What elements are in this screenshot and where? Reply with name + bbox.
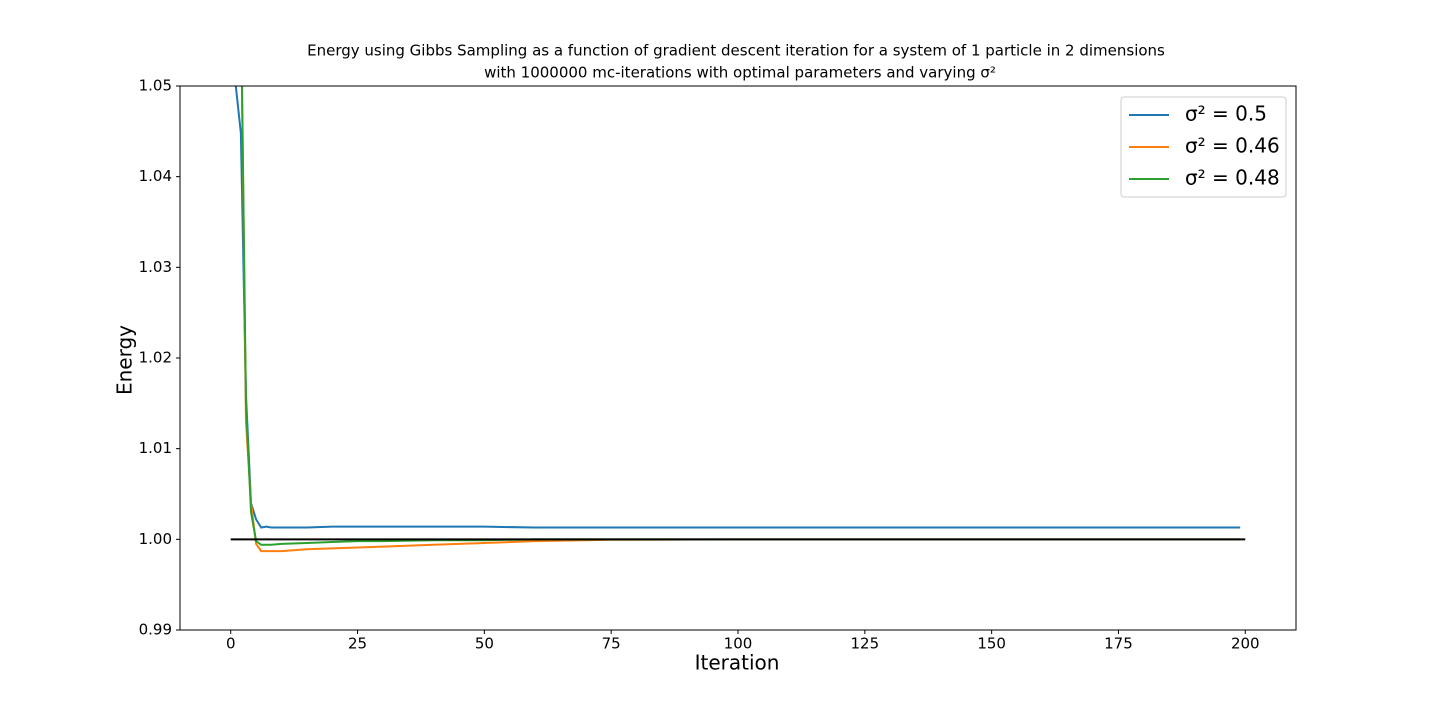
x-tick-label: 50 — [475, 635, 494, 653]
y-axis-label: Energy — [113, 325, 137, 395]
y-tick-label: 1.03 — [139, 258, 172, 276]
legend-label: σ² = 0.48 — [1185, 166, 1280, 190]
legend-label: σ² = 0.46 — [1185, 134, 1280, 158]
x-axis-label: Iteration — [695, 651, 780, 675]
y-tick-label: 1.00 — [139, 530, 172, 548]
x-tick-label: 125 — [850, 635, 879, 653]
legend-label: σ² = 0.5 — [1185, 102, 1267, 126]
legend-box — [1120, 96, 1287, 198]
x-tick-label: 175 — [1104, 635, 1133, 653]
y-tick-label: 1.04 — [139, 167, 172, 185]
series-line — [240, 86, 1241, 553]
x-tick-label: 0 — [226, 635, 236, 653]
x-tick-label: 25 — [348, 635, 367, 653]
chart-subtitle: with 1000000 mc-iterations with optimal … — [484, 64, 996, 82]
x-tick-label: 150 — [977, 635, 1006, 653]
plot-area — [230, 86, 1246, 553]
plot-frame — [179, 85, 1297, 631]
chart-title: Energy using Gibbs Sampling as a functio… — [307, 42, 1165, 60]
y-tick-label: 1.01 — [139, 439, 172, 457]
y-tick-label: 1.05 — [139, 77, 172, 95]
y-tick-label: 0.99 — [139, 621, 172, 639]
x-tick-label: 75 — [602, 635, 621, 653]
x-tick-label: 200 — [1231, 635, 1260, 653]
x-tick-label: 100 — [724, 635, 753, 653]
series-line — [241, 86, 1241, 546]
y-tick-label: 1.02 — [139, 349, 172, 367]
